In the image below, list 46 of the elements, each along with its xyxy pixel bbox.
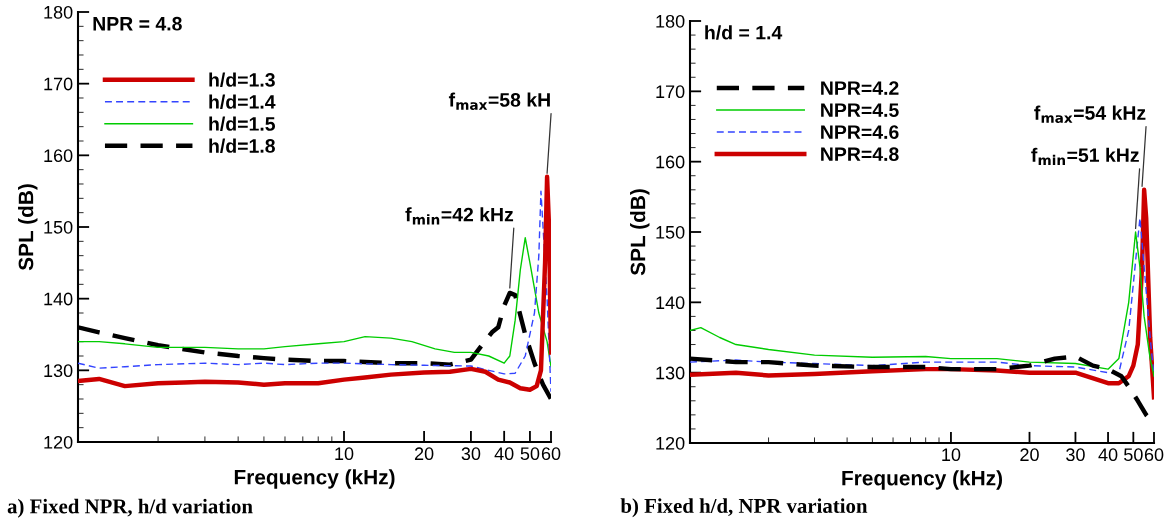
y-tick-label: 170 [44, 77, 73, 91]
legend-label: NPR=4.2 [821, 81, 899, 95]
annotation: NPR = 4.8 [93, 16, 182, 31]
annotation: f$_{max}$=58 kH [448, 92, 550, 110]
legend-label: h/d=1.3 [209, 72, 275, 87]
legend-label: h/d=1.4 [209, 94, 276, 109]
annotation: h/d = 1.4 [705, 25, 783, 40]
y-tick-label: 160 [656, 155, 685, 169]
y-tick-label: 120 [656, 436, 685, 450]
legend-label: h/d=1.8 [209, 138, 275, 154]
x-tick-label: 20 [1020, 448, 1039, 462]
x-axis-title: Frequency (kHz) [234, 469, 395, 489]
y-tick-label: 140 [44, 292, 73, 306]
x-tick-label: 50 [520, 447, 540, 461]
annotation: f$_{max}$=54 kHz [1034, 105, 1146, 124]
x-tick-label: 40 [494, 447, 514, 461]
y-tick-label: 180 [656, 14, 685, 28]
x-tick-label: 10 [335, 447, 354, 461]
y-axis-title: SPL (dB) [630, 189, 650, 276]
x-tick-label: 30 [1066, 448, 1085, 462]
text: b) Fixed h/d, NPR variation [620, 498, 868, 518]
legend-label: NPR=4.6 [821, 125, 899, 140]
x-tick-label: 40 [1098, 448, 1118, 462]
y-tick-label: 120 [44, 435, 73, 449]
x-tick-label: 60 [541, 447, 561, 461]
legend-label: NPR=4.5 [821, 103, 899, 117]
annotation: f$_{min}$=42 kHz [405, 207, 514, 225]
x-tick-label: 10 [942, 448, 961, 462]
x-tick-label: 20 [414, 447, 434, 461]
x-tick-label: 50 [1124, 448, 1143, 462]
x-axis-title: Frequency (kHz) [842, 470, 1002, 490]
x-tick-label: 30 [461, 447, 481, 461]
y-tick-label: 150 [656, 225, 685, 239]
legend-label: NPR=4.8 [821, 147, 899, 162]
annotation: f$_{min}$=51 kHz [1031, 147, 1139, 166]
y-tick-label: 140 [656, 296, 685, 310]
y-tick-label: 170 [656, 85, 685, 99]
y-tick-label: 180 [44, 5, 73, 19]
y-tick-label: 160 [44, 149, 73, 163]
x-tick-label: 60 [1144, 448, 1164, 462]
text: a) Fixed NPR, h/d variation [7, 498, 253, 518]
y-tick-label: 150 [44, 220, 73, 234]
y-axis-title: SPL (dB) [18, 184, 38, 271]
legend-label: h/d=1.5 [209, 116, 276, 132]
y-tick-label: 130 [44, 364, 73, 378]
y-tick-label: 130 [656, 366, 685, 380]
